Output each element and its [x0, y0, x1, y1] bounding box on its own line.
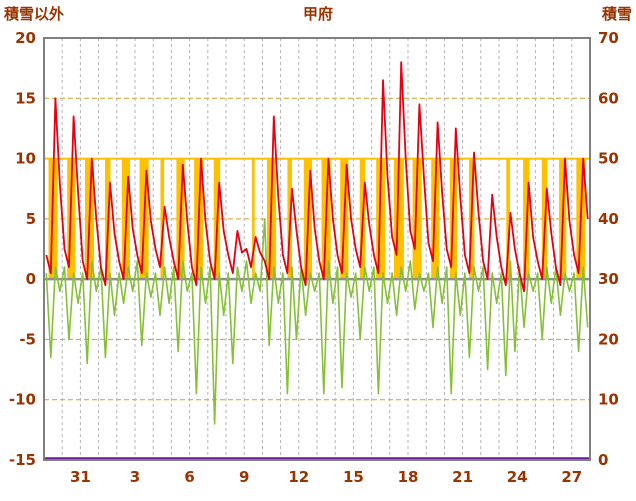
y-left-tick-label: 15	[15, 89, 36, 107]
chart-title: 甲府	[302, 5, 333, 23]
orange-bar	[506, 158, 510, 280]
y-right-tick-label: 10	[598, 391, 619, 409]
x-tick-label: 21	[452, 468, 473, 486]
x-tick-label: 15	[343, 468, 364, 486]
left-axis-title: 積雪以外	[4, 5, 65, 23]
y-right-tick-label: 0	[598, 451, 608, 469]
orange-bar	[393, 158, 404, 280]
x-tick-label: 27	[561, 468, 582, 486]
x-tick-label: 9	[239, 468, 249, 486]
x-tick-label: 12	[288, 468, 309, 486]
y-right-tick-label: 50	[598, 150, 619, 168]
x-tick-label: 3	[130, 468, 140, 486]
x-tick-label: 24	[507, 468, 528, 486]
orange-bar	[160, 158, 165, 280]
y-left-tick-label: 0	[26, 270, 36, 288]
orange-bar	[376, 158, 386, 280]
y-left-tick-label: 5	[26, 210, 36, 228]
red-line-series	[45, 61, 589, 293]
y-right-tick-label: 20	[598, 330, 619, 348]
y-left-tick-label: 20	[15, 29, 36, 47]
y-right-tick-label: 40	[598, 210, 619, 228]
y-right-tick-label: 60	[598, 89, 619, 107]
y-left-tick-label: -10	[9, 391, 36, 409]
orange-bar	[251, 158, 255, 280]
y-right-tick-label: 70	[598, 29, 619, 47]
y-right-tick-label: 30	[598, 270, 619, 288]
y-left-tick-label: 10	[15, 150, 36, 168]
right-axis-title: 積雪	[601, 5, 632, 23]
y-left-tick-label: -15	[9, 451, 36, 469]
green-line-series	[45, 218, 589, 425]
x-tick-label: 18	[398, 468, 419, 486]
x-tick-label: 6	[184, 468, 194, 486]
x-tick-label: 31	[70, 468, 91, 486]
y-left-tick-label: -5	[19, 330, 36, 348]
plot-border	[43, 37, 591, 461]
orange-bar	[412, 158, 422, 280]
